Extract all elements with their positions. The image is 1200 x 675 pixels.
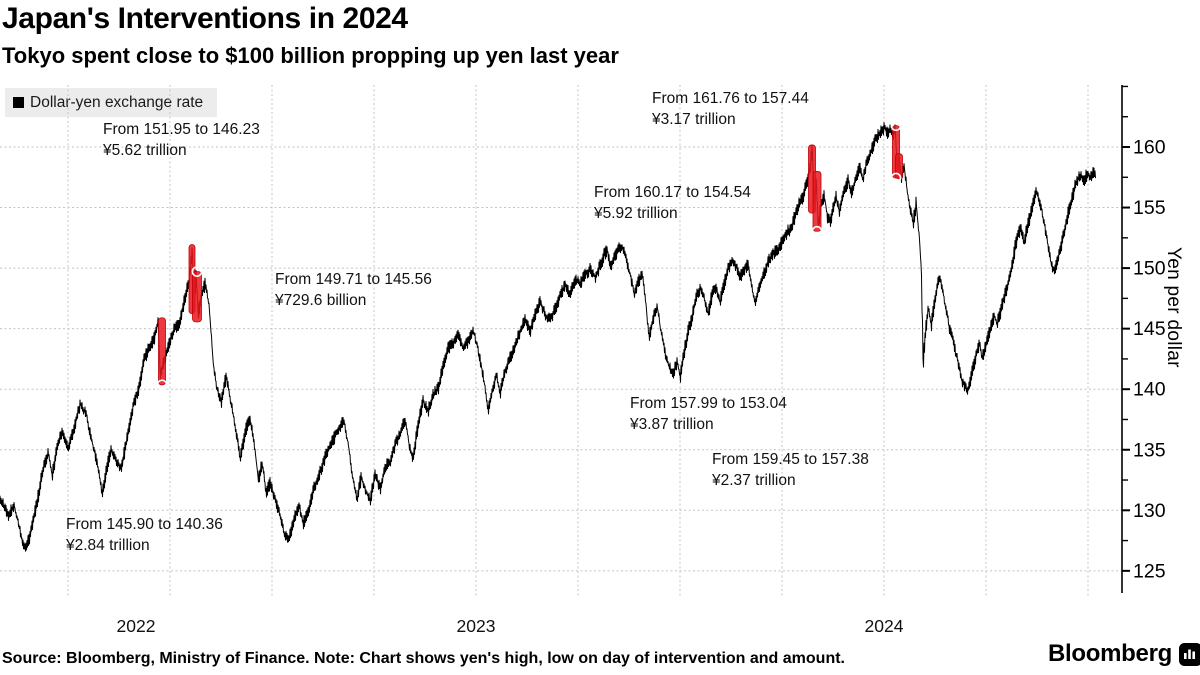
intervention-annotation: From 159.45 to 157.38 ¥2.37 trillion	[712, 450, 869, 491]
intervention-annotation-line: ¥3.17 trillion	[652, 110, 736, 128]
legend-label: Dollar-yen exchange rate	[30, 93, 204, 111]
y-axis-tick-label: 160	[1133, 137, 1166, 159]
intervention-annotation: From 161.76 to 157.44 ¥3.17 trillion	[652, 89, 809, 130]
x-axis-year-label: 2024	[864, 616, 904, 636]
intervention-annotation-line: ¥5.62 trillion	[103, 141, 187, 159]
intervention-ring-marker	[191, 266, 203, 278]
intervention-bar	[812, 170, 822, 232]
intervention-annotation-line: From 160.17 to 154.54	[594, 184, 751, 201]
y-axis-tick-label: 125	[1133, 560, 1166, 582]
intervention-ring-marker	[890, 120, 902, 132]
x-axis-year-label: 2022	[116, 616, 156, 636]
legend: Dollar-yen exchange rate	[5, 88, 218, 117]
y-axis-tick-label: 135	[1133, 439, 1166, 461]
bloomberg-terminal-icon	[1178, 642, 1200, 666]
intervention-annotation-line: From 149.71 to 145.56	[275, 271, 432, 288]
y-axis-title: Yen per dollar	[1163, 247, 1184, 368]
intervention-ring-marker	[890, 172, 902, 184]
intervention-bar	[192, 271, 202, 323]
intervention-annotation-line: ¥3.87 trillion	[630, 415, 714, 433]
intervention-annotation-line: From 157.99 to 153.04	[630, 395, 787, 412]
intervention-annotation-line: From 159.45 to 157.38	[712, 451, 869, 468]
intervention-ring-marker	[811, 225, 823, 237]
intervention-annotation: From 151.95 to 146.23 ¥5.62 trillion	[103, 120, 260, 161]
intervention-bar	[158, 317, 166, 386]
intervention-annotation-line: ¥2.84 trillion	[66, 536, 150, 554]
bloomberg-logo: Bloomberg	[1048, 640, 1200, 668]
y-axis-tick-label: 150	[1133, 258, 1166, 280]
intervention-annotation: From 145.90 to 140.36 ¥2.84 trillion	[66, 515, 223, 556]
exchange-rate-line	[0, 122, 1096, 552]
y-axis-tick-label: 130	[1133, 500, 1166, 522]
intervention-annotation-line: From 145.90 to 140.36	[66, 516, 223, 533]
source-note: Source: Bloomberg, Ministry of Finance. …	[2, 650, 845, 667]
page-title: Japan's Interventions in 2024	[2, 2, 408, 35]
intervention-annotation-line: ¥5.92 trillion	[594, 204, 678, 222]
x-axis-year-label: 2023	[456, 616, 496, 636]
intervention-annotation: From 160.17 to 154.54 ¥5.92 trillion	[594, 183, 751, 224]
y-axis-tick-label: 140	[1133, 379, 1166, 401]
intervention-bar	[895, 153, 903, 180]
legend-marker-icon	[13, 97, 24, 108]
intervention-ring-marker	[156, 379, 168, 391]
bloomberg-wordmark: Bloomberg	[1048, 640, 1172, 667]
intervention-annotation: From 149.71 to 145.56 ¥729.6 billion	[275, 270, 432, 311]
intervention-annotation-line: From 151.95 to 146.23	[103, 121, 260, 138]
intervention-annotation-line: ¥2.37 trillion	[712, 471, 796, 489]
y-axis-tick-label: 145	[1133, 318, 1166, 340]
intervention-annotation-line: ¥729.6 billion	[275, 291, 367, 309]
intervention-annotation: From 157.99 to 153.04 ¥3.87 trillion	[630, 394, 787, 435]
chart-subtitle: Tokyo spent close to $100 billion proppi…	[2, 43, 619, 68]
intervention-annotation-line: From 161.76 to 157.44	[652, 90, 809, 107]
y-axis-tick-label: 155	[1133, 197, 1166, 219]
